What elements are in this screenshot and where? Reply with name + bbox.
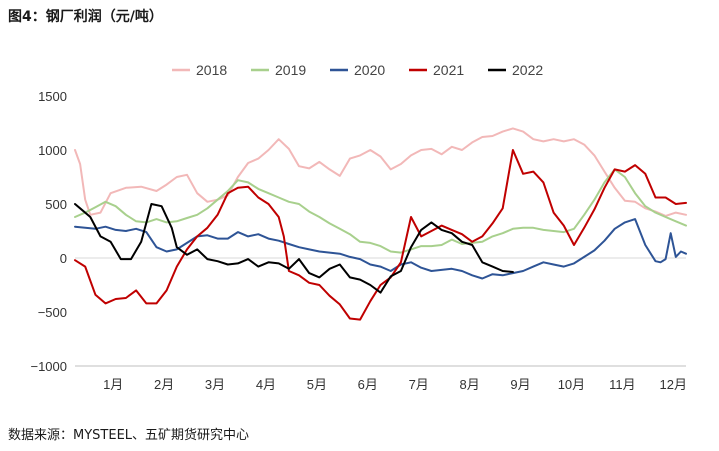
series-line-2020 <box>74 218 687 280</box>
x-tick-label: 4月 <box>256 377 276 392</box>
series-lines <box>74 127 687 321</box>
legend: 2018 2019 2020 2021 2022 <box>172 62 543 78</box>
x-tick-label: 12月 <box>660 377 687 392</box>
y-tick-label: −500 <box>38 305 67 320</box>
y-tick-label: 0 <box>60 251 67 266</box>
series-line-2019 <box>74 168 687 254</box>
legend-label-2022: 2022 <box>512 62 543 78</box>
x-tick-label: 1月 <box>103 377 123 392</box>
series-line-2022 <box>74 203 514 294</box>
legend-label-2021: 2021 <box>433 62 464 78</box>
y-tick-label: −1000 <box>30 359 67 374</box>
x-tick-label: 11月 <box>609 377 636 392</box>
x-tick-label: 7月 <box>409 377 429 392</box>
legend-label-2019: 2019 <box>275 62 306 78</box>
y-tick-label: 1500 <box>38 89 67 104</box>
series-line-2018 <box>74 127 687 217</box>
y-axis: 1500 1000 500 0 −500 −1000 <box>30 89 67 374</box>
x-tick-label: 5月 <box>307 377 327 392</box>
x-axis: 1月 2月 3月 4月 5月 6月 7月 8月 9月 10月 11月 12月 <box>75 365 687 392</box>
x-tick-label: 2月 <box>154 377 174 392</box>
x-tick-label: 9月 <box>510 377 530 392</box>
source-note: 数据来源：MYSTEEL、五矿期货研究中心 <box>8 428 250 443</box>
chart-title: 图4：钢厂利润（元/吨） <box>8 9 163 25</box>
x-tick-label: 8月 <box>459 377 479 392</box>
y-tick-label: 500 <box>45 197 67 212</box>
x-tick-label: 6月 <box>358 377 378 392</box>
series-line-2021 <box>74 149 687 321</box>
legend-label-2020: 2020 <box>354 62 385 78</box>
x-tick-label: 3月 <box>205 377 225 392</box>
legend-label-2018: 2018 <box>196 62 227 78</box>
x-tick-label: 10月 <box>558 377 585 392</box>
y-tick-label: 1000 <box>38 143 67 158</box>
